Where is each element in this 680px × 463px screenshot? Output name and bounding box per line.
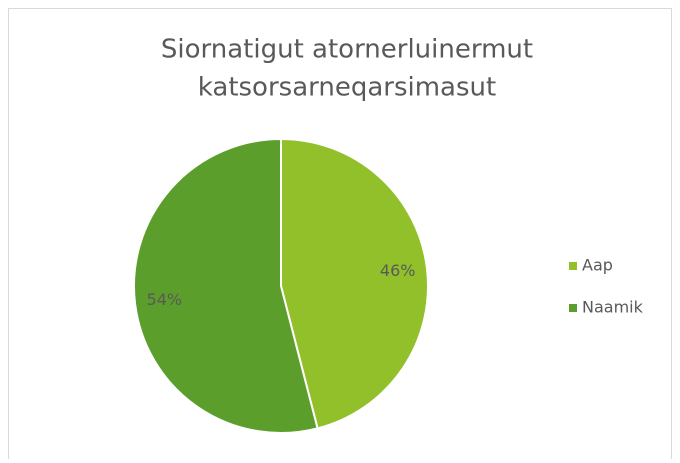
legend-swatch xyxy=(569,304,577,312)
chart-title: Siornatigut atornerluinermut xyxy=(161,35,533,65)
pie-slice xyxy=(133,137,319,434)
chart-title: katsorsarneqarsimasut xyxy=(198,73,496,103)
data-label: 46% xyxy=(380,261,416,280)
legend-swatch xyxy=(569,262,577,270)
data-label: 54% xyxy=(147,290,183,309)
legend-label: Aap xyxy=(582,256,613,275)
legend-label: Naamik xyxy=(582,298,644,317)
pie-slice xyxy=(280,137,429,430)
